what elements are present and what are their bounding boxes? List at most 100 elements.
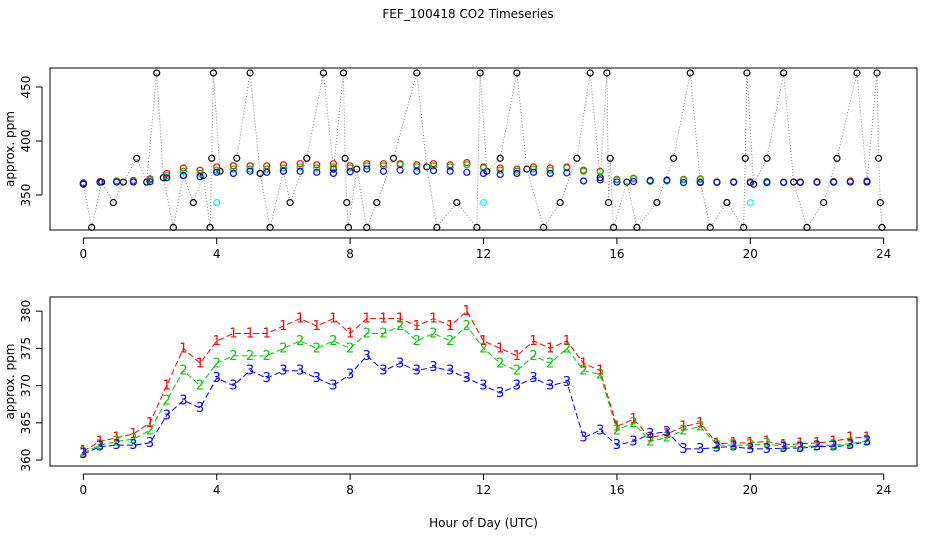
plot-area [79,69,886,232]
point [820,198,828,207]
point-marker: 1 [679,420,687,435]
point-marker: 2 [596,367,604,382]
point-marker: 1 [496,341,504,356]
point [319,69,328,77]
point [206,223,214,232]
point [586,69,594,77]
point [329,169,338,178]
point-marker: 1 [446,319,454,334]
point-marker: 2 [163,393,171,408]
point-marker: 3 [346,367,354,382]
point-marker: 1 [596,364,604,379]
point-marker: 2 [179,364,187,379]
point [396,161,404,169]
point [296,167,304,175]
point [279,164,288,172]
point [729,178,738,186]
point-marker: 3 [413,364,421,379]
point-marker: 2 [646,434,654,449]
point [246,165,254,173]
series-line [83,310,867,452]
point-marker: 1 [346,326,354,341]
point [873,69,881,77]
point-marker: 3 [313,371,321,386]
point [429,160,438,168]
point [379,160,388,168]
point [209,69,217,77]
point-marker: 1 [396,312,404,327]
point [529,168,538,176]
point-marker: 2 [496,356,504,371]
point [213,198,221,207]
y-axis-label: approx. ppm [3,111,17,187]
point [113,178,121,186]
point [613,176,621,184]
x-axis-label: Hour of Day (UTC) [429,516,538,530]
point-marker: 2 [863,434,871,449]
point-marker: 1 [663,427,671,442]
point [296,160,304,168]
point [596,176,604,184]
y-tick-label: 365 [19,411,33,434]
series-line [83,355,868,455]
point [563,164,571,172]
x-tick-label: 8 [346,247,354,261]
point-marker: 1 [813,436,821,451]
point-marker: 1 [96,434,104,449]
point [363,160,371,168]
point [496,154,504,162]
point [763,154,771,162]
point-marker: 3 [163,408,171,423]
point [346,168,354,176]
point [286,198,294,207]
point-marker: 2 [513,364,521,379]
point [153,69,161,77]
point [256,169,264,178]
point [686,69,694,77]
point [763,178,771,187]
point-marker: 3 [629,434,637,449]
point [523,165,531,173]
point-marker: 1 [863,431,871,446]
point [663,176,671,184]
point [496,166,504,174]
point [429,167,438,175]
point-marker: 3 [663,425,671,440]
point-marker: 2 [663,431,671,446]
point [196,173,204,181]
point-marker: 3 [513,379,521,394]
point-marker: 2 [96,438,104,453]
point [266,223,274,232]
point-marker: 1 [479,334,487,349]
point-marker: 3 [863,434,871,449]
y-tick-label: 360 [19,449,33,472]
point [163,171,171,180]
point [479,198,488,207]
y-axis-label: approx. ppm [3,344,17,420]
point [433,223,441,232]
point [846,178,854,186]
point-marker: 3 [463,371,471,386]
point [833,154,841,162]
point-marker: 2 [696,420,704,435]
point-marker: 3 [829,440,837,455]
point [623,178,631,186]
point-marker: 2 [213,356,221,371]
series-line [83,325,868,454]
point [741,154,749,162]
point [546,166,554,174]
point [713,178,721,186]
point-marker: 1 [379,312,387,327]
point [513,165,521,173]
point [496,170,504,179]
point-marker: 1 [746,436,754,451]
y-tick-label: 370 [19,374,33,397]
point [604,198,613,207]
point [229,162,238,170]
point-marker: 2 [579,364,587,379]
point-marker: 1 [713,437,721,452]
point-marker: 3 [846,438,854,453]
point [696,175,704,183]
